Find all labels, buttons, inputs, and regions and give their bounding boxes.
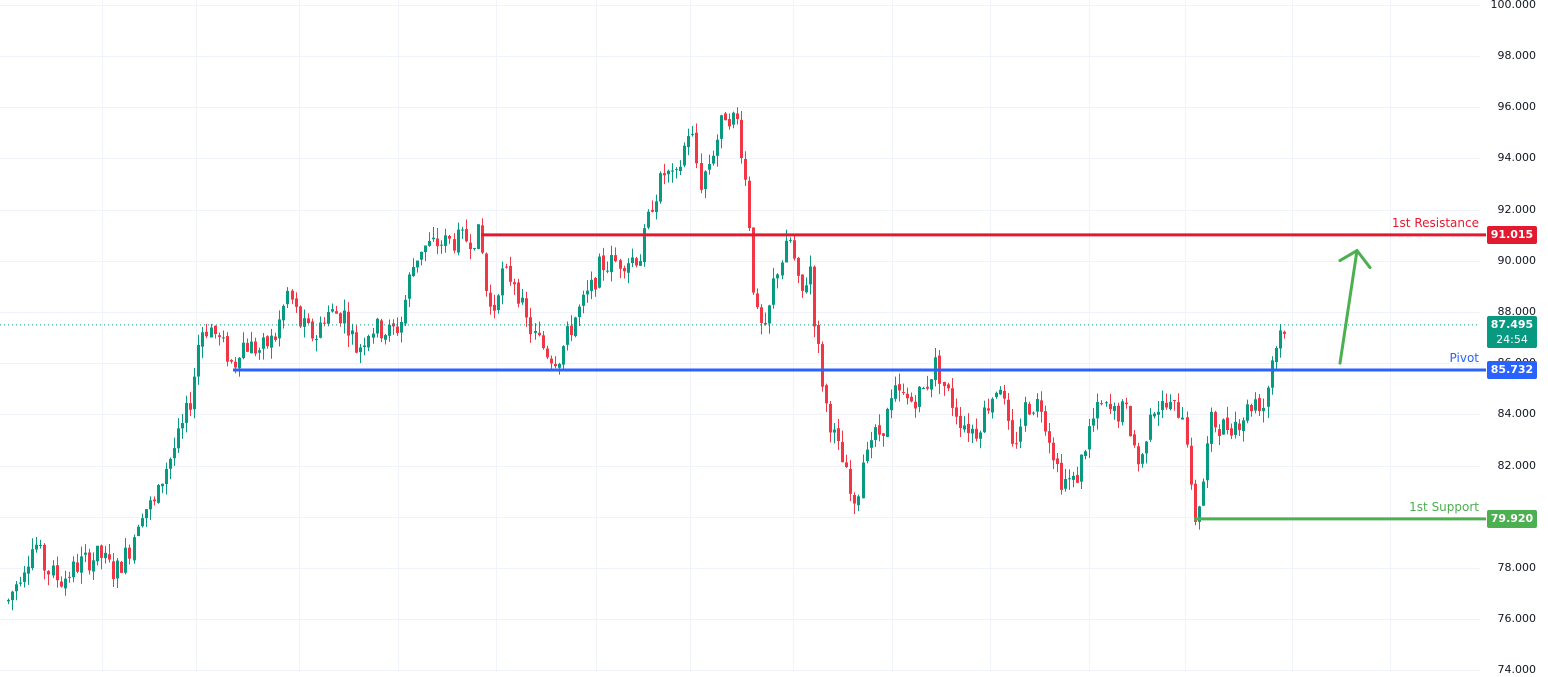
support-price-tag: 79.920 xyxy=(1487,509,1537,528)
price-tick-label: 94.000 xyxy=(1497,151,1537,165)
pivot-price-tag: 85.732 xyxy=(1487,361,1537,380)
current-price-value: 87.495 xyxy=(1490,317,1534,331)
grid xyxy=(0,0,1480,672)
current-price-tag: 87.495 24:54 xyxy=(1487,315,1537,348)
price-tick-label: 88.000 xyxy=(1497,305,1537,318)
price-tick-label: 76.000 xyxy=(1497,612,1537,626)
price-tick-label: 82.000 xyxy=(1497,458,1537,472)
up-arrow-icon[interactable] xyxy=(1338,248,1372,365)
resistance-label: 1st Resistance xyxy=(1391,215,1479,230)
price-tick-label: 100.000 xyxy=(1490,0,1537,11)
price-tick-label: 92.000 xyxy=(1497,202,1537,216)
price-tick-label: 96.000 xyxy=(1497,100,1537,114)
support-label: 1st Support xyxy=(1409,499,1479,514)
resistance-price-tag: 91.015 xyxy=(1487,225,1537,244)
price-tick-label: 90.000 xyxy=(1497,253,1537,267)
price-tick-label: 74.000 xyxy=(1497,663,1537,677)
price-tick-label: 84.000 xyxy=(1497,407,1537,421)
bar-countdown: 24:54 xyxy=(1496,332,1528,346)
price-tick-label: 78.000 xyxy=(1497,561,1537,574)
pivot-label: Pivot xyxy=(1449,351,1479,366)
price-tick-label: 98.000 xyxy=(1497,49,1537,62)
candles xyxy=(7,107,1286,611)
